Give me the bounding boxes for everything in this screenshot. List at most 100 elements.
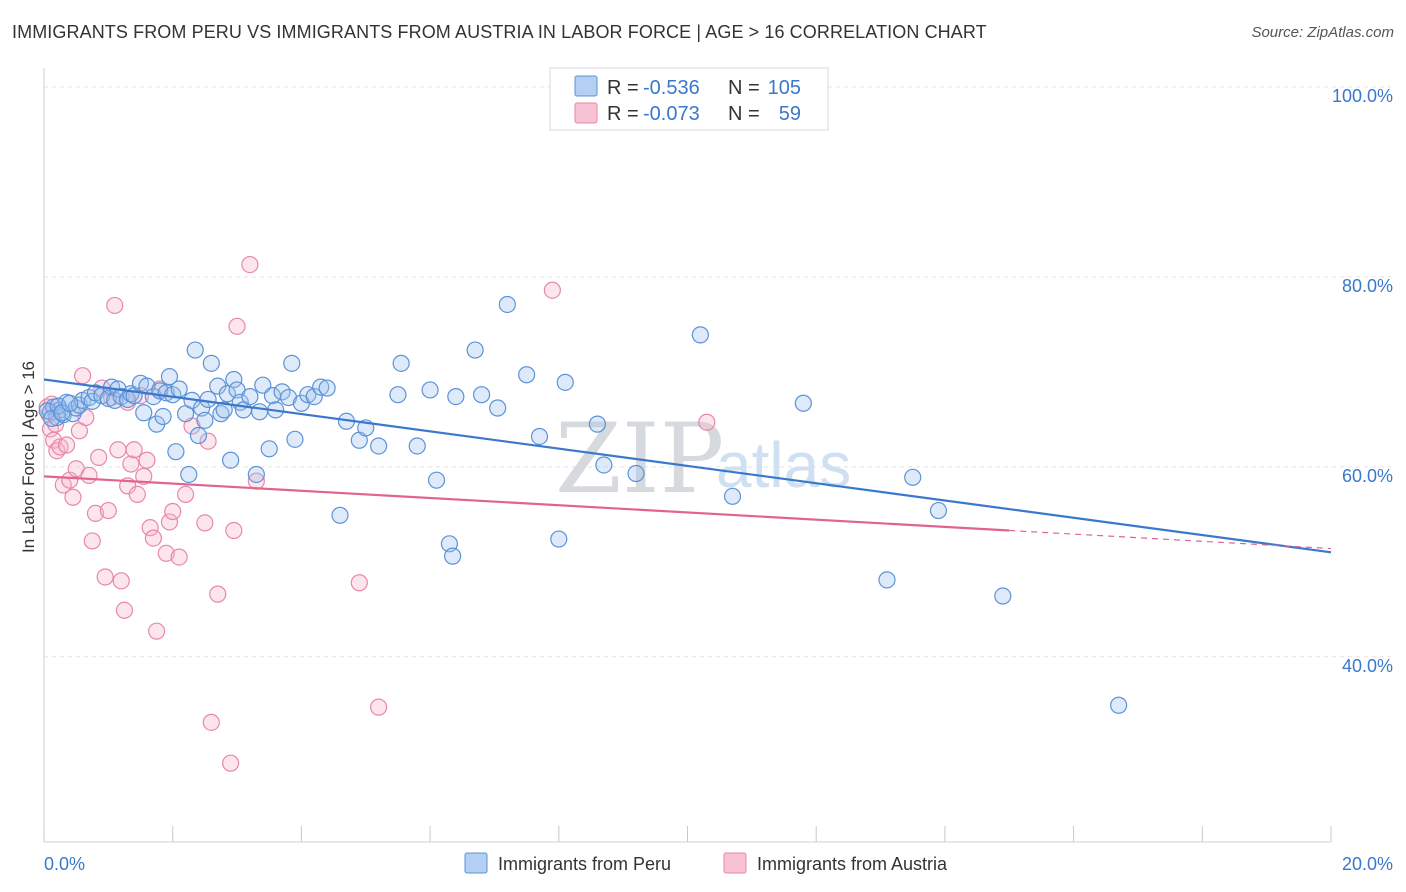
point-austria [148, 622, 166, 640]
point-peru [189, 426, 208, 445]
point-austria [106, 296, 124, 315]
legend-n-value-austria: 59 [779, 103, 801, 125]
point-peru [186, 341, 204, 359]
legend-swatch-peru [574, 75, 598, 97]
legend-r-label-peru: R = [607, 77, 639, 99]
point-austria [57, 436, 76, 454]
point-peru [994, 587, 1012, 605]
y-tick-label: 40.0% [1342, 656, 1393, 676]
trend-line-austria [43, 475, 1010, 532]
legend-n-label-peru: N = [728, 77, 760, 99]
point-peru [312, 378, 330, 396]
y-tick-label: 60.0% [1342, 466, 1393, 486]
point-peru [421, 381, 439, 399]
point-austria [74, 367, 92, 385]
point-peru [160, 368, 179, 386]
point-austria [199, 432, 217, 450]
point-austria [196, 514, 214, 532]
point-peru [444, 547, 462, 565]
legend-r-label-austria: R = [607, 103, 639, 125]
point-austria [109, 441, 127, 459]
point-austria [225, 521, 243, 540]
legend-n-label-austria: N = [728, 103, 760, 125]
point-peru [180, 465, 198, 484]
point-austria [222, 754, 240, 772]
legend-swatch-austria [574, 102, 598, 124]
trend-line-austria-extension [1009, 529, 1332, 550]
point-peru [167, 443, 185, 461]
legend-r-value-austria: -0.073 [643, 103, 700, 125]
point-peru [370, 437, 388, 455]
point-peru [199, 390, 217, 409]
chart-title: IMMIGRANTS FROM PERU VS IMMIGRANTS FROM … [12, 22, 987, 42]
point-austria [350, 574, 368, 592]
point-austria [176, 485, 195, 504]
point-peru [218, 385, 236, 403]
point-austria [96, 568, 114, 586]
point-peru [215, 401, 233, 419]
point-peru [135, 404, 153, 422]
point-austria [241, 255, 259, 274]
point-peru [305, 387, 323, 406]
point-peru [196, 411, 214, 429]
point-austria [99, 501, 117, 520]
point-peru [498, 295, 516, 314]
point-peru [447, 387, 465, 406]
point-austria [51, 438, 69, 456]
point-austria [170, 548, 188, 566]
point-peru [241, 387, 259, 406]
point-austria [86, 504, 105, 523]
point-austria [115, 601, 134, 619]
legend-n-value-peru: 105 [768, 77, 801, 99]
y-tick-label: 80.0% [1342, 276, 1393, 296]
point-peru [794, 394, 812, 412]
point-austria [157, 544, 175, 562]
point-peru [904, 468, 922, 486]
point-austria [144, 529, 162, 547]
point-peru [225, 370, 243, 389]
point-austria [370, 698, 388, 716]
bottom-legend: Immigrants from Peru Immigrants from Aus… [464, 852, 948, 874]
point-peru [595, 456, 613, 474]
x-tick-label-max: 20.0% [1342, 854, 1393, 874]
point-peru [286, 430, 304, 448]
point-austria [202, 713, 220, 731]
point-peru [331, 506, 349, 524]
point-austria [209, 585, 227, 603]
trend-line-peru [43, 378, 1332, 554]
point-peru [427, 471, 446, 489]
point-peru [878, 571, 896, 589]
point-peru [283, 354, 301, 372]
point-peru [260, 440, 278, 458]
point-peru [691, 326, 709, 344]
legend-r-value-peru: -0.536 [643, 77, 700, 99]
point-peru [222, 451, 240, 469]
point-austria [228, 317, 246, 335]
point-austria [698, 413, 716, 431]
point-austria [112, 572, 130, 590]
point-peru [202, 354, 220, 372]
point-peru [1110, 696, 1128, 714]
bottom-legend-label-austria: Immigrants from Austria [757, 854, 948, 874]
watermark-atlas: atlas [716, 429, 851, 501]
series-austria-points [38, 255, 716, 772]
point-austria [122, 455, 140, 473]
point-peru [408, 437, 426, 455]
point-peru [318, 379, 336, 397]
legend: R = -0.536 N = 105 R = -0.073 N = 59 [549, 67, 829, 131]
y-tick-labels: 40.0% 60.0% 80.0% 100.0% [1332, 86, 1393, 676]
point-peru [472, 386, 491, 404]
point-peru [61, 394, 79, 412]
point-austria [64, 488, 82, 506]
y-axis-label: In Labor Force | Age > 16 [19, 361, 38, 553]
y-tick-label: 100.0% [1332, 86, 1393, 106]
point-peru [723, 487, 742, 505]
point-austria [141, 519, 159, 537]
point-peru [556, 373, 574, 391]
point-peru [466, 341, 484, 359]
point-austria [135, 467, 153, 485]
trend-lines [43, 378, 1332, 554]
bottom-legend-swatch-peru [464, 852, 488, 874]
point-austria [138, 451, 156, 469]
